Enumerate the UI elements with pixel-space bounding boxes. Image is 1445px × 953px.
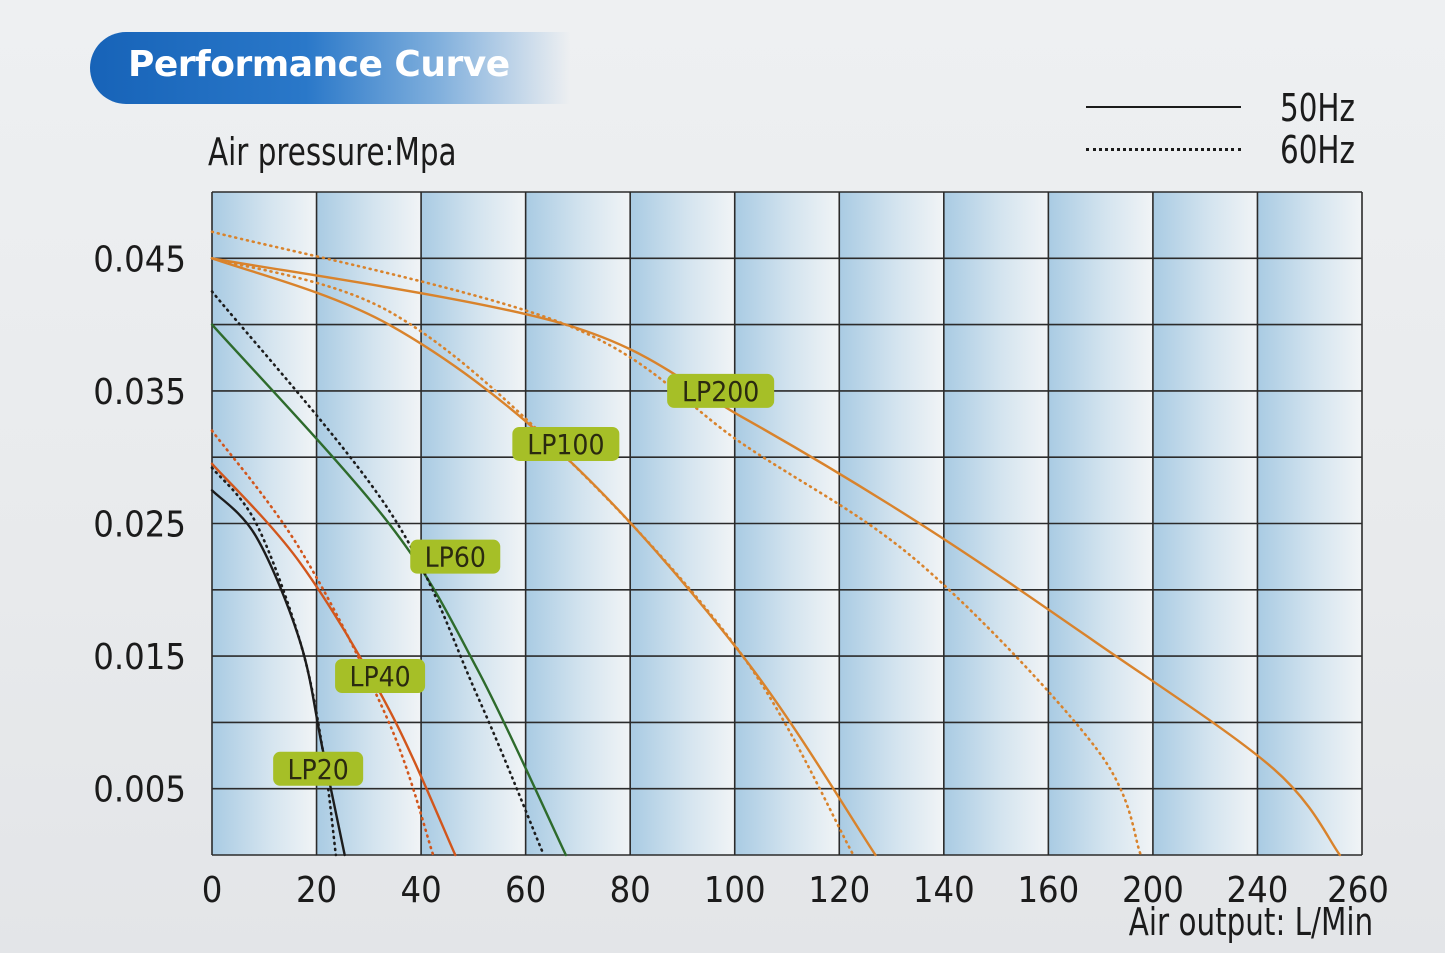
x-tick-label: 40 — [400, 870, 441, 911]
curve-label-lp40: LP40 — [335, 658, 426, 693]
title-banner — [90, 32, 570, 104]
curve-label-lp100: LP100 — [512, 426, 620, 461]
curve-label-badge — [410, 539, 501, 574]
curve-label-text: LP200 — [682, 375, 759, 408]
y-tick-labels: 0.045 0.035 0.025 0.015 0.005 — [93, 239, 186, 810]
x-tick-label: 160 — [1017, 870, 1079, 911]
curve-label-text: LP40 — [349, 660, 410, 693]
curve-lp200-50hz — [210, 257, 1342, 857]
curve-lp100-50hz — [210, 257, 877, 857]
x-tick-labels: 0 20 40 60 80 100 120 140 160 200 240 260 — [202, 870, 1389, 911]
curve-label-badge — [273, 751, 364, 786]
curve-lp40-60hz — [210, 429, 435, 857]
legend-label-60hz: 60Hz — [1280, 128, 1355, 172]
y-axis-label: Air pressure:Mpa — [208, 130, 457, 174]
x-axis-label: Air output: L/Min — [1128, 900, 1373, 944]
curve-lp60-50hz — [210, 323, 568, 857]
legend-label-50hz: 50Hz — [1280, 86, 1355, 130]
y-tick-label: 0.025 — [93, 505, 186, 546]
curve-label-lp200: LP200 — [667, 373, 775, 408]
curve-labels: LP20 LP40 LP60 LP100 LP200 — [273, 373, 775, 786]
x-tick-label: 140 — [913, 870, 975, 911]
y-tick-label: 0.005 — [93, 770, 186, 811]
x-tick-label: 0 — [202, 870, 223, 911]
y-tick-label: 0.035 — [93, 372, 186, 413]
y-tick-label: 0.015 — [93, 637, 186, 678]
curve-lp40-50hz — [210, 462, 457, 857]
x-tick-label: 20 — [296, 870, 337, 911]
curve-lp100-60hz — [210, 257, 855, 857]
curve-label-badge — [512, 426, 620, 461]
x-tick-label: 260 — [1327, 870, 1389, 911]
curve-label-text: LP20 — [288, 753, 349, 786]
curve-lp200-60hz — [210, 230, 1143, 857]
x-tick-label: 80 — [610, 870, 651, 911]
curve-label-text: LP100 — [527, 428, 604, 461]
legend-item-50hz: 50Hz — [1086, 86, 1371, 130]
curve-label-lp60: LP60 — [410, 539, 501, 574]
chart-title: Performance Curve — [128, 44, 510, 85]
x-tick-label: 60 — [505, 870, 546, 911]
legend-dotted-line — [1086, 148, 1241, 151]
curve-lp60-60hz — [210, 290, 546, 857]
curve-label-badge — [667, 373, 775, 408]
y-tick-label: 0.045 — [93, 239, 186, 280]
curve-label-lp20: LP20 — [273, 751, 364, 786]
legend-solid-line — [1086, 106, 1241, 108]
curves — [210, 230, 1342, 857]
x-tick-label: 100 — [704, 870, 766, 911]
legend-item-60hz: 60Hz — [1086, 128, 1371, 172]
curve-lp20-60hz — [210, 466, 338, 857]
x-tick-label: 240 — [1227, 870, 1289, 911]
x-tick-label: 200 — [1122, 870, 1184, 911]
curve-label-badge — [335, 658, 426, 693]
curve-label-text: LP60 — [425, 541, 486, 574]
x-tick-label: 120 — [808, 870, 870, 911]
